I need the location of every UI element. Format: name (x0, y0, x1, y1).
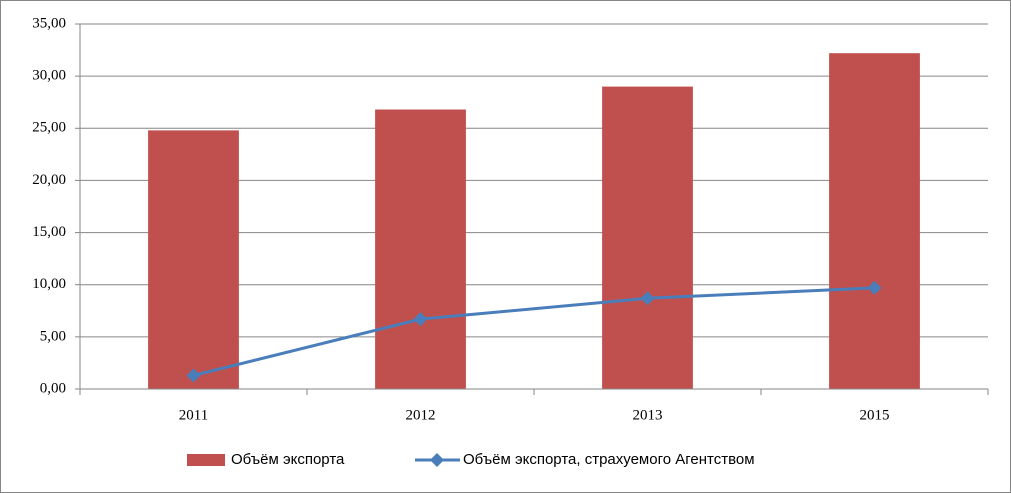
line-marker (867, 280, 882, 295)
line-marker (413, 312, 428, 327)
y-tick-label: 35,00 (32, 15, 66, 31)
y-tick-label: 0,00 (40, 380, 66, 396)
line-marker (640, 291, 655, 306)
legend-label: Объём экспорта (231, 451, 345, 468)
x-tick-label: 2012 (406, 407, 436, 423)
y-tick-label: 20,00 (32, 172, 66, 188)
legend-marker (430, 453, 444, 467)
x-tick-label: 2015 (860, 407, 890, 423)
bar (829, 53, 920, 389)
x-tick-label: 2013 (633, 407, 663, 423)
line-marker (186, 368, 201, 383)
y-tick-label: 5,00 (40, 328, 66, 344)
y-tick-label: 10,00 (32, 276, 66, 292)
bar (602, 86, 693, 390)
bar (375, 109, 466, 389)
y-tick-label: 15,00 (32, 224, 66, 240)
y-tick-label: 25,00 (32, 120, 66, 136)
x-tick-label: 2011 (179, 407, 208, 423)
legend-label: Объём экспорта, страхуемого Агентством (463, 451, 755, 468)
bar (148, 130, 239, 389)
line (193, 286, 875, 377)
legend-swatch (187, 454, 225, 466)
y-tick-label: 30,00 (32, 68, 66, 84)
